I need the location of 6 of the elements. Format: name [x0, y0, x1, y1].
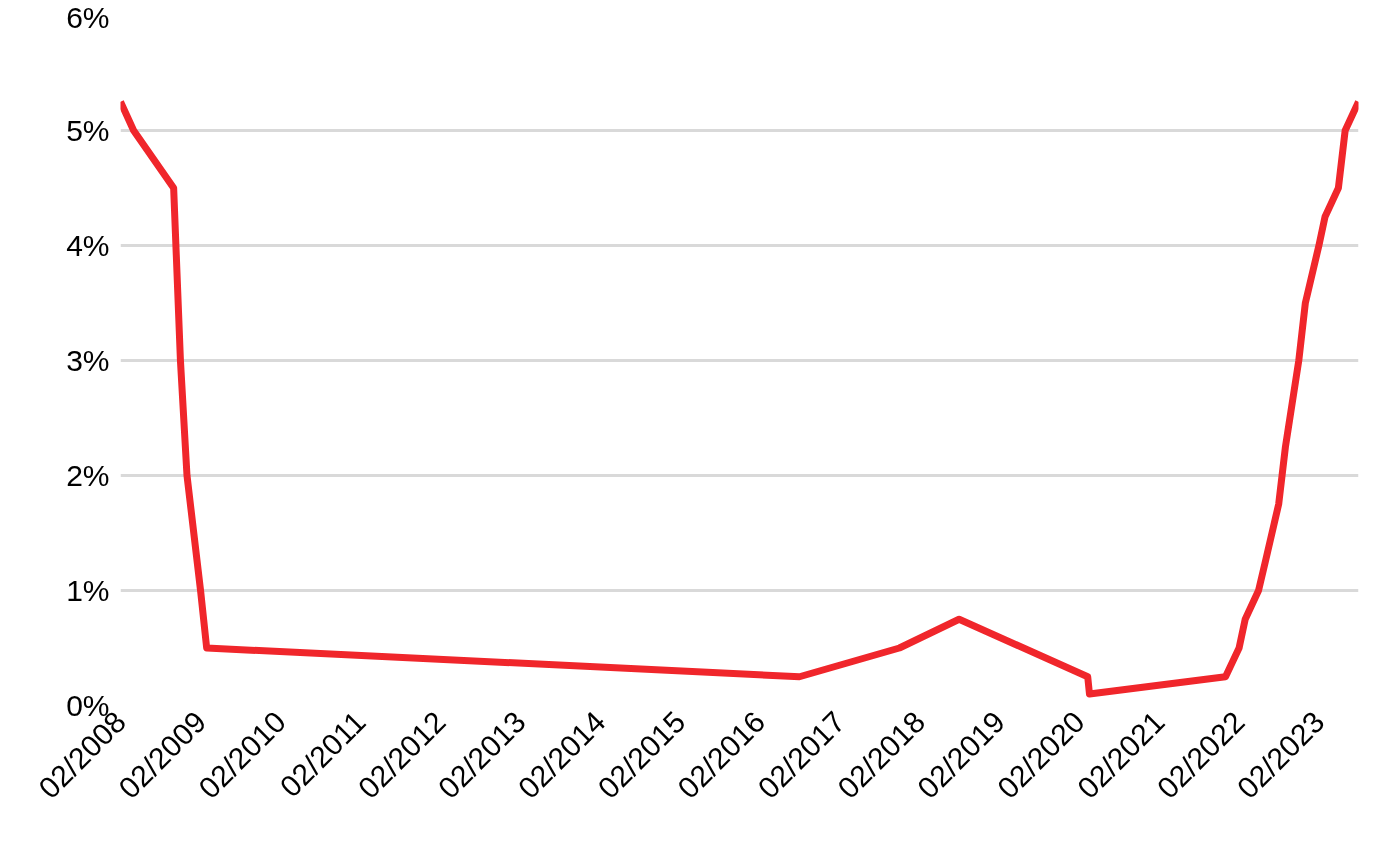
- y-tick-label: 3%: [66, 344, 110, 377]
- y-tick-label: 4%: [66, 229, 110, 262]
- y-tick-label: 2%: [66, 459, 110, 492]
- y-tick-label: 6%: [66, 0, 110, 34]
- y-tick-label: 1%: [66, 574, 110, 607]
- y-tick-label: 5%: [66, 114, 110, 147]
